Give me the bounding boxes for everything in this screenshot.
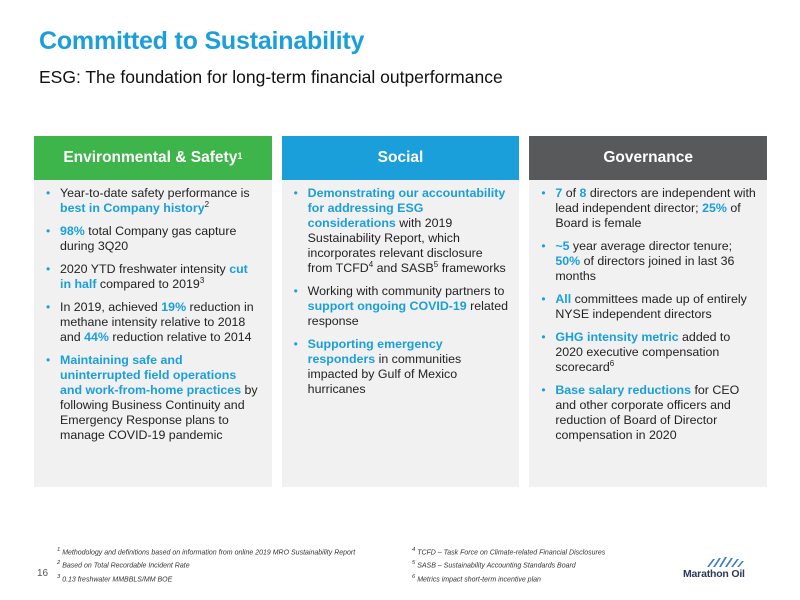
- bullet-highlight: GHG intensity metric: [555, 330, 679, 344]
- list-item: ~5 year average director tenure; 50% of …: [539, 239, 757, 284]
- bullet-highlight: Maintaining safe and uninterrupted field…: [60, 353, 242, 397]
- bullet-text: compared to 2019: [96, 277, 200, 291]
- list-item: 2020 YTD freshwater intensity cut in hal…: [44, 262, 262, 292]
- footnote-text: 0.13 freshwater MMBBLS/MM BOE: [62, 575, 173, 583]
- bullet-highlight: Supporting emergency responders: [307, 337, 443, 366]
- footnote-ref: 3: [199, 275, 205, 285]
- footnote-ref: 5: [433, 259, 439, 269]
- bullet-highlight: cut in half: [60, 262, 248, 291]
- list-item: Working with community partners to suppo…: [292, 284, 510, 329]
- bullet-text: total Company gas capture during 3Q20: [60, 224, 237, 253]
- list-item: 98% total Company gas capture during 3Q2…: [44, 224, 262, 254]
- bullet-text: in communities impacted by Gulf of Mexic…: [307, 352, 462, 396]
- footnote-ref: 2: [204, 199, 210, 209]
- bullet-highlight: Base salary reductions: [555, 383, 692, 397]
- list-item: All committees made up of entirely NYSE …: [539, 292, 757, 322]
- bullet-text: Working with community partners to: [307, 284, 505, 298]
- environmental-heading: Environmental & Safety 1: [34, 136, 272, 180]
- bullet-text: by following Business Continuity and Eme…: [60, 383, 258, 442]
- social-bullets: Demonstrating our accountability for add…: [282, 180, 520, 405]
- bullet-text: of: [562, 186, 580, 200]
- bullet-text: and SASB: [373, 261, 434, 275]
- bullet-highlight: 25%: [702, 201, 727, 215]
- footnote-number: 1: [57, 547, 61, 553]
- footnote-number: 4: [412, 547, 416, 553]
- bullet-text: Year-to-date safety performance is: [60, 186, 250, 200]
- list-item: Year-to-date safety performance is best …: [44, 186, 262, 216]
- heading-footnote-ref: 1: [237, 151, 243, 161]
- footnote: 2 Based on Total Recordable Incident Rat…: [57, 558, 355, 571]
- footnote-ref: 4: [368, 259, 374, 269]
- bullet-text: reduction in methane intensity relative …: [60, 300, 254, 344]
- footnote: 6 Metrics impact short-term incentive pl…: [412, 572, 605, 585]
- footnote: 4 TCFD – Task Force on Climate-related F…: [412, 545, 605, 558]
- bullet-text: frameworks: [438, 261, 506, 275]
- bullet-highlight: 50%: [555, 254, 581, 268]
- footnote-number: 3: [57, 573, 61, 580]
- footnote-number: 5: [412, 560, 416, 567]
- bullet-text: directors are independent with lead inde…: [555, 186, 756, 215]
- footnote: 3 0.13 freshwater MMBBLS/MM BOE: [57, 572, 355, 585]
- bullet-highlight: 19%: [161, 300, 187, 314]
- bullet-highlight: 8: [579, 186, 587, 200]
- footnotes-left: 1 Methodology and definitions based on i…: [57, 545, 355, 585]
- list-item: Maintaining safe and uninterrupted field…: [44, 353, 262, 443]
- footnote: 1 Methodology and definitions based on i…: [57, 545, 355, 558]
- list-item: Base salary reductions for CEO and other…: [539, 383, 757, 443]
- bullet-highlight: best in Company history: [60, 201, 205, 215]
- list-item: In 2019, achieved 19% reduction in metha…: [44, 300, 262, 345]
- bullet-highlight: ~5: [555, 239, 570, 253]
- bullet-text: reduction relative to 2014: [108, 330, 252, 344]
- footnote-text: SASB – Sustainability Accounting Standar…: [417, 562, 576, 570]
- bullet-text: of Board is female: [555, 201, 741, 230]
- heading-text: Social: [377, 149, 424, 166]
- social-column: Social Demonstrating our accountability …: [281, 136, 520, 487]
- governance-heading: Governance: [529, 136, 768, 180]
- bullet-highlight: 7: [555, 186, 563, 200]
- governance-column: Governance 7 of 8 directors are independ…: [529, 136, 768, 487]
- bullet-text: 2020 YTD freshwater intensity: [60, 262, 230, 276]
- list-item: 7 of 8 directors are independent with le…: [539, 186, 757, 231]
- footnote-text: Based on Total Recordable Incident Rate: [62, 562, 190, 570]
- bullet-text: added to 2020 executive compensation sco…: [555, 330, 731, 374]
- logo-arcs-icon: [707, 557, 744, 567]
- bullet-text: with 2019 Sustainability Report, which i…: [307, 216, 483, 275]
- list-item: Supporting emergency responders in commu…: [292, 337, 510, 397]
- bullet-highlight: 98%: [60, 224, 85, 238]
- footnotes-right: 4 TCFD – Task Force on Climate-related F…: [412, 545, 605, 585]
- footnote: 5 SASB – Sustainability Accounting Stand…: [412, 558, 605, 571]
- bullet-highlight: Demonstrating our accountability for add…: [307, 186, 506, 230]
- list-item: Demonstrating our accountability for add…: [292, 186, 510, 276]
- footnote-ref: 6: [609, 358, 615, 368]
- bullet-text: year average director tenure;: [569, 239, 733, 253]
- bullet-text: committees made up of entirely NYSE inde…: [555, 292, 747, 321]
- footnote-text: Metrics impact short-term incentive plan: [417, 575, 541, 583]
- heading-text: Governance: [603, 149, 693, 166]
- bullet-highlight: 44%: [84, 330, 109, 344]
- footnote-number: 6: [412, 573, 416, 580]
- footnote-text: Methodology and definitions based on inf…: [62, 549, 356, 557]
- page-title: Committed to Sustainability: [39, 27, 365, 55]
- logo-text: Marathon Oil: [683, 568, 745, 580]
- page-subtitle: ESG: The foundation for long-term financ…: [39, 67, 503, 87]
- environmental-bullets: Year-to-date safety performance is best …: [34, 180, 272, 451]
- list-item: GHG intensity metric added to 2020 execu…: [539, 330, 757, 375]
- bullet-highlight: support ongoing COVID-19: [307, 299, 467, 313]
- marathon-oil-logo: Marathon Oil: [683, 556, 767, 580]
- governance-bullets: 7 of 8 directors are independent with le…: [529, 180, 767, 451]
- bullet-text: for CEO and other corporate officers and…: [555, 383, 740, 442]
- social-heading: Social: [281, 136, 520, 180]
- footnote-number: 2: [57, 560, 61, 567]
- page-number: 16: [37, 568, 49, 579]
- bullet-text: of directors joined in last 36 months: [555, 254, 735, 283]
- bullet-text: related response: [307, 299, 509, 328]
- heading-text: Environmental & Safety: [63, 149, 238, 166]
- footnote-text: TCFD – Task Force on Climate-related Fin…: [417, 549, 606, 557]
- bullet-highlight: All: [555, 292, 572, 306]
- bullet-text: In 2019, achieved: [60, 300, 162, 314]
